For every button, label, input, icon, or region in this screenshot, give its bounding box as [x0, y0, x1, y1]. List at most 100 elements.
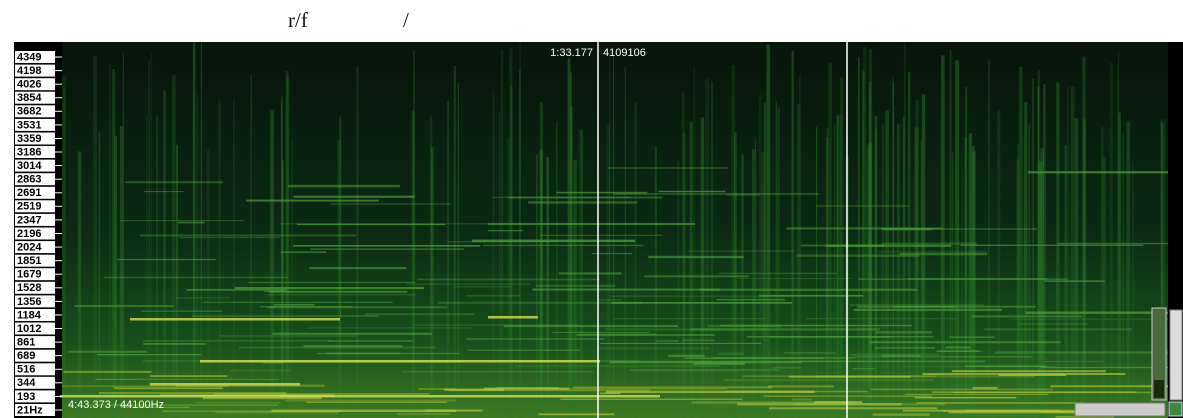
harmonic-band: [63, 371, 151, 373]
harmonic-band: [273, 333, 432, 335]
onset-streak: [828, 63, 832, 418]
harmonic-band: [720, 325, 912, 327]
harmonic-band: [415, 324, 579, 326]
onset-streak: [816, 127, 817, 418]
harmonic-band: [716, 299, 785, 300]
onset-streak: [509, 48, 512, 418]
frequency-label: 4349: [17, 51, 41, 63]
onset-streak: [903, 117, 905, 418]
zoom-control[interactable]: [1075, 403, 1165, 416]
harmonic-band: [483, 245, 643, 246]
onset-streak: [858, 57, 860, 418]
onset-streak: [493, 90, 495, 418]
harmonic-band: [738, 278, 851, 279]
harmonic-band: [816, 205, 909, 207]
harmonic-band: [326, 353, 400, 354]
harmonic-band: [854, 309, 1003, 311]
onset-streak: [1102, 157, 1106, 418]
onset-streak: [570, 107, 572, 418]
frequency-label: 3531: [17, 119, 41, 131]
onset-streak: [93, 55, 97, 418]
harmonic-band: [552, 332, 649, 333]
harmonic-band: [438, 302, 643, 304]
onset-streak: [547, 157, 550, 418]
harmonic-band: [143, 340, 332, 342]
onset-streak: [109, 66, 111, 418]
harmonic-band: [882, 243, 977, 245]
onset-streak: [1127, 121, 1130, 418]
onset-streak: [761, 152, 765, 418]
onset-streak: [1118, 51, 1119, 418]
harmonic-band: [294, 196, 415, 198]
onset-streak: [914, 127, 918, 418]
harmonic-band: [648, 256, 743, 258]
harmonic-band: [894, 306, 956, 308]
harmonic-band: [718, 353, 744, 355]
harmonic-band: [815, 401, 863, 403]
harmonic-band: [137, 379, 279, 380]
harmonic-band: [541, 235, 663, 236]
harmonic-band: [246, 200, 379, 202]
onset-streak: [251, 75, 252, 418]
harmonic-band: [74, 305, 173, 307]
cursor-sample: 4109106: [603, 47, 646, 59]
harmonic-band: [235, 287, 424, 289]
harmonic-band: [130, 318, 300, 321]
harmonic-band: [176, 297, 230, 298]
page: {"header": {"title_left": "r/f", "title_…: [0, 0, 1183, 418]
harmonic-band: [784, 352, 836, 354]
harmonic-band: [300, 318, 340, 321]
harmonic-band: [917, 402, 1085, 404]
harmonic-band: [293, 245, 480, 247]
harmonic-band: [984, 328, 1132, 330]
onset-streak: [893, 82, 894, 418]
onset-streak: [613, 55, 614, 418]
harmonic-band: [792, 399, 812, 401]
harmonic-band: [971, 315, 1082, 317]
harmonic-band: [923, 373, 1126, 375]
onset-streak: [834, 124, 835, 418]
frequency-label: 2691: [17, 187, 41, 199]
onset-streak: [1071, 87, 1075, 418]
harmonic-band: [281, 223, 490, 225]
harmonic-band: [855, 356, 1033, 357]
onset-streak: [64, 90, 65, 418]
onset-streak: [1016, 159, 1019, 418]
harmonic-band: [881, 228, 1037, 230]
harmonic-band: [328, 340, 413, 342]
toggle-button[interactable]: [1169, 402, 1182, 416]
harmonic-band: [873, 413, 930, 415]
frequency-label: 4026: [17, 79, 41, 91]
onset-streak: [556, 122, 558, 418]
harmonic-band: [573, 386, 772, 388]
onset-streak: [163, 90, 166, 418]
frequency-label: 3359: [17, 133, 41, 145]
harmonic-band: [799, 361, 985, 363]
onset-streak: [458, 83, 459, 418]
onset-streak: [955, 60, 959, 418]
harmonic-band: [125, 181, 223, 183]
onset-streak: [357, 67, 359, 418]
onset-streak: [281, 96, 283, 418]
frequency-label: 3014: [17, 160, 42, 172]
frequency-label: 2519: [17, 201, 41, 213]
harmonic-band: [118, 259, 217, 260]
onset-streak: [705, 79, 709, 418]
onset-streak: [827, 128, 829, 418]
harmonic-band: [719, 273, 837, 274]
harmonic-band: [1043, 361, 1104, 362]
onset-streak: [1123, 133, 1124, 418]
onset-streak: [711, 82, 713, 418]
harmonic-band: [488, 230, 523, 231]
onset-streak: [840, 78, 843, 418]
scroll-control[interactable]: [1170, 310, 1182, 400]
harmonic-band: [426, 410, 483, 412]
harmonic-band: [274, 304, 315, 306]
onset-streak: [196, 95, 198, 418]
harmonic-band: [288, 185, 400, 188]
harmonic-band: [488, 223, 695, 225]
harmonic-band: [150, 383, 300, 386]
harmonic-band: [644, 275, 748, 277]
harmonic-band: [949, 337, 995, 338]
harmonic-band: [200, 360, 600, 363]
